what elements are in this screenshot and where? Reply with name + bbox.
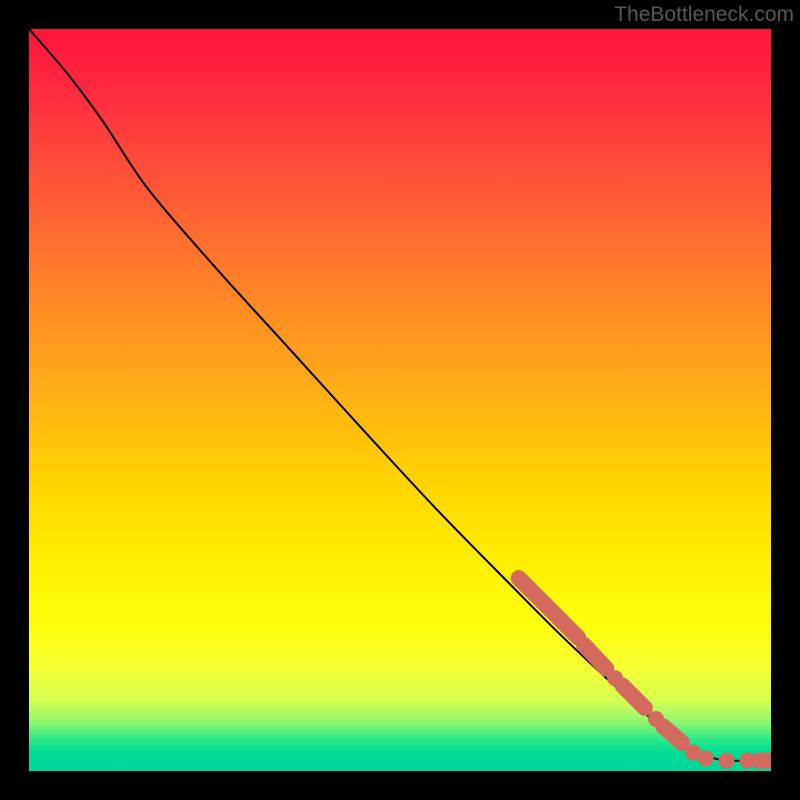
- marker-dot: [718, 753, 734, 769]
- marker-dot: [698, 750, 714, 766]
- watermark-text: TheBottleneck.com: [614, 3, 794, 27]
- plot-area: [29, 29, 771, 771]
- gradient-background: [29, 29, 771, 771]
- chart-container: TheBottleneck.com: [0, 0, 800, 800]
- chart-svg: [29, 29, 771, 771]
